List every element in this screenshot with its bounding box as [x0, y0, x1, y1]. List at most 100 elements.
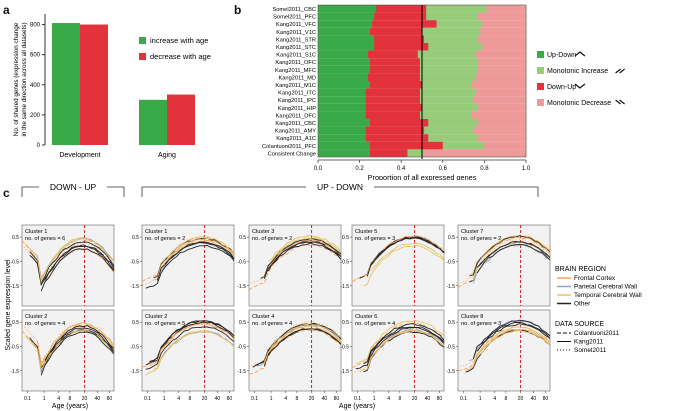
x-tick-label: 8	[504, 396, 507, 402]
x-tick-label: 0.8	[480, 166, 489, 172]
y-tick-label: -1.5	[130, 369, 139, 375]
bar-segment	[419, 65, 479, 74]
y-tick-label: -0.5	[446, 259, 455, 265]
expression-curve	[267, 328, 342, 356]
x-axis-label: Proportion of all expressed genes	[368, 173, 477, 180]
expression-curve	[164, 236, 235, 259]
y-tick-label: 0.5	[12, 320, 19, 326]
bar-segment	[478, 58, 527, 66]
category-label: Colantuoni2011_PFC	[262, 144, 316, 150]
bar-segment	[318, 119, 371, 127]
bar-segment	[318, 58, 371, 66]
legend-swatch	[537, 83, 544, 90]
expression-curve	[457, 241, 551, 288]
bar-segment	[426, 5, 487, 13]
bar-segment	[365, 134, 429, 142]
x-tick-label: 0.2	[355, 166, 364, 172]
bar-segment	[318, 96, 367, 104]
x-tick-label: 0.1	[24, 396, 31, 402]
bar-segment	[318, 5, 377, 13]
expression-curve	[476, 323, 551, 352]
bar-segment	[476, 88, 527, 97]
expression-curve	[363, 323, 445, 365]
legend-title: BRAIN REGION	[555, 266, 606, 273]
expression-curve	[21, 328, 115, 374]
group-bracket	[106, 186, 125, 197]
bar-segment	[424, 35, 479, 43]
y-tick-label: 200	[30, 113, 41, 119]
expression-curve	[359, 330, 445, 373]
bar-segment	[476, 73, 527, 81]
cluster-title: Cluster 8	[461, 314, 483, 320]
bar-segment	[370, 65, 421, 74]
x-tick-label: 80	[334, 396, 340, 402]
cluster-title: Cluster 2	[25, 314, 47, 320]
cluster-panel: 0.5 -0.5 -1.5 Cluster 2no. of genes = 4 0.1 1…	[10, 309, 115, 402]
plot-frame	[248, 309, 342, 392]
cluster-genes: no. of genes = 4	[355, 321, 395, 327]
expression-curve	[472, 319, 551, 359]
x-tick-label: 40	[425, 396, 431, 402]
y-tick-label: 0	[37, 143, 41, 149]
cluster-title: Cluster 6	[355, 314, 377, 320]
y-axis-label-line: No. of shared genes (expression change	[13, 22, 20, 136]
cluster-panel: 0.5 -0.5 -1.5 Cluster 5no. of genes = 3	[340, 224, 445, 307]
y-tick-label: -1.5	[10, 369, 19, 375]
y-tick-label: -0.5	[10, 259, 19, 265]
category-label: Kang2011_CBC	[275, 121, 316, 127]
x-tick-label: 40	[531, 396, 537, 402]
x-tick-label: 80	[227, 396, 233, 402]
expression-curve	[145, 326, 235, 370]
bar-segment	[419, 73, 477, 81]
y-tick-label: -0.5	[446, 344, 455, 350]
x-tick-label: 1	[43, 396, 46, 402]
cluster-genes: no. of genes = 3	[461, 321, 501, 327]
bar-segment	[480, 27, 527, 36]
bar-segment	[478, 12, 527, 21]
bar-segment	[471, 111, 527, 119]
y-tick-label: 0.5	[132, 235, 139, 241]
category-label: Kang2011_M1C	[275, 83, 316, 89]
bar-segment	[422, 103, 479, 112]
expression-curve	[145, 245, 235, 289]
bar-segment	[365, 88, 421, 97]
x-tick-label: 4	[493, 396, 496, 402]
bar-segment	[419, 58, 479, 66]
expression-curve	[40, 331, 115, 376]
bar-segment	[428, 43, 483, 51]
x-tick-label: 0.1	[460, 396, 467, 402]
category-label: Kang2011_HIP	[278, 106, 316, 112]
bar-segment	[442, 141, 485, 150]
group-bracket	[373, 186, 539, 197]
cluster-genes: no. of genes = 6	[25, 236, 65, 242]
x-tick-label: 4	[387, 396, 390, 402]
legend-glyph	[574, 51, 586, 57]
x-tick-label: 0.0	[314, 166, 323, 172]
x-axis-label: Age (years)	[339, 403, 375, 410]
legend-label: Monotonic Decrease	[547, 100, 611, 107]
bar-segment	[374, 12, 427, 21]
cluster-genes: no. of genes = 2	[461, 236, 501, 242]
bar-segment	[370, 58, 421, 66]
expression-curve	[263, 241, 342, 279]
category-label: Kang2011_MFC	[275, 68, 316, 74]
y-tick-label: 0.5	[448, 235, 455, 241]
bar-segment	[428, 119, 479, 127]
panel-a-label: a	[3, 3, 10, 17]
x-tick-label: 0.4	[397, 166, 406, 172]
expression-curve	[480, 236, 551, 259]
bar-segment	[478, 119, 527, 127]
legend-glyph	[615, 99, 625, 105]
legend-label: Frontal Cortex	[574, 275, 616, 282]
y-tick-label: -0.5	[10, 344, 19, 350]
category-label: Kang2011_ITC	[278, 91, 316, 97]
bar-segment	[318, 73, 369, 81]
expression-curve	[465, 329, 551, 371]
legend-label: Up-Down	[547, 52, 576, 59]
category-label: Kang2011_MD	[278, 75, 316, 81]
legend-label: Monotonic Increase	[547, 68, 608, 75]
expression-curve	[363, 245, 445, 287]
cluster-panel: 0.5 -0.5 -1.5 Cluster 6no. of genes = 4 0.1 1…	[340, 309, 445, 402]
bar-segment	[318, 12, 375, 21]
